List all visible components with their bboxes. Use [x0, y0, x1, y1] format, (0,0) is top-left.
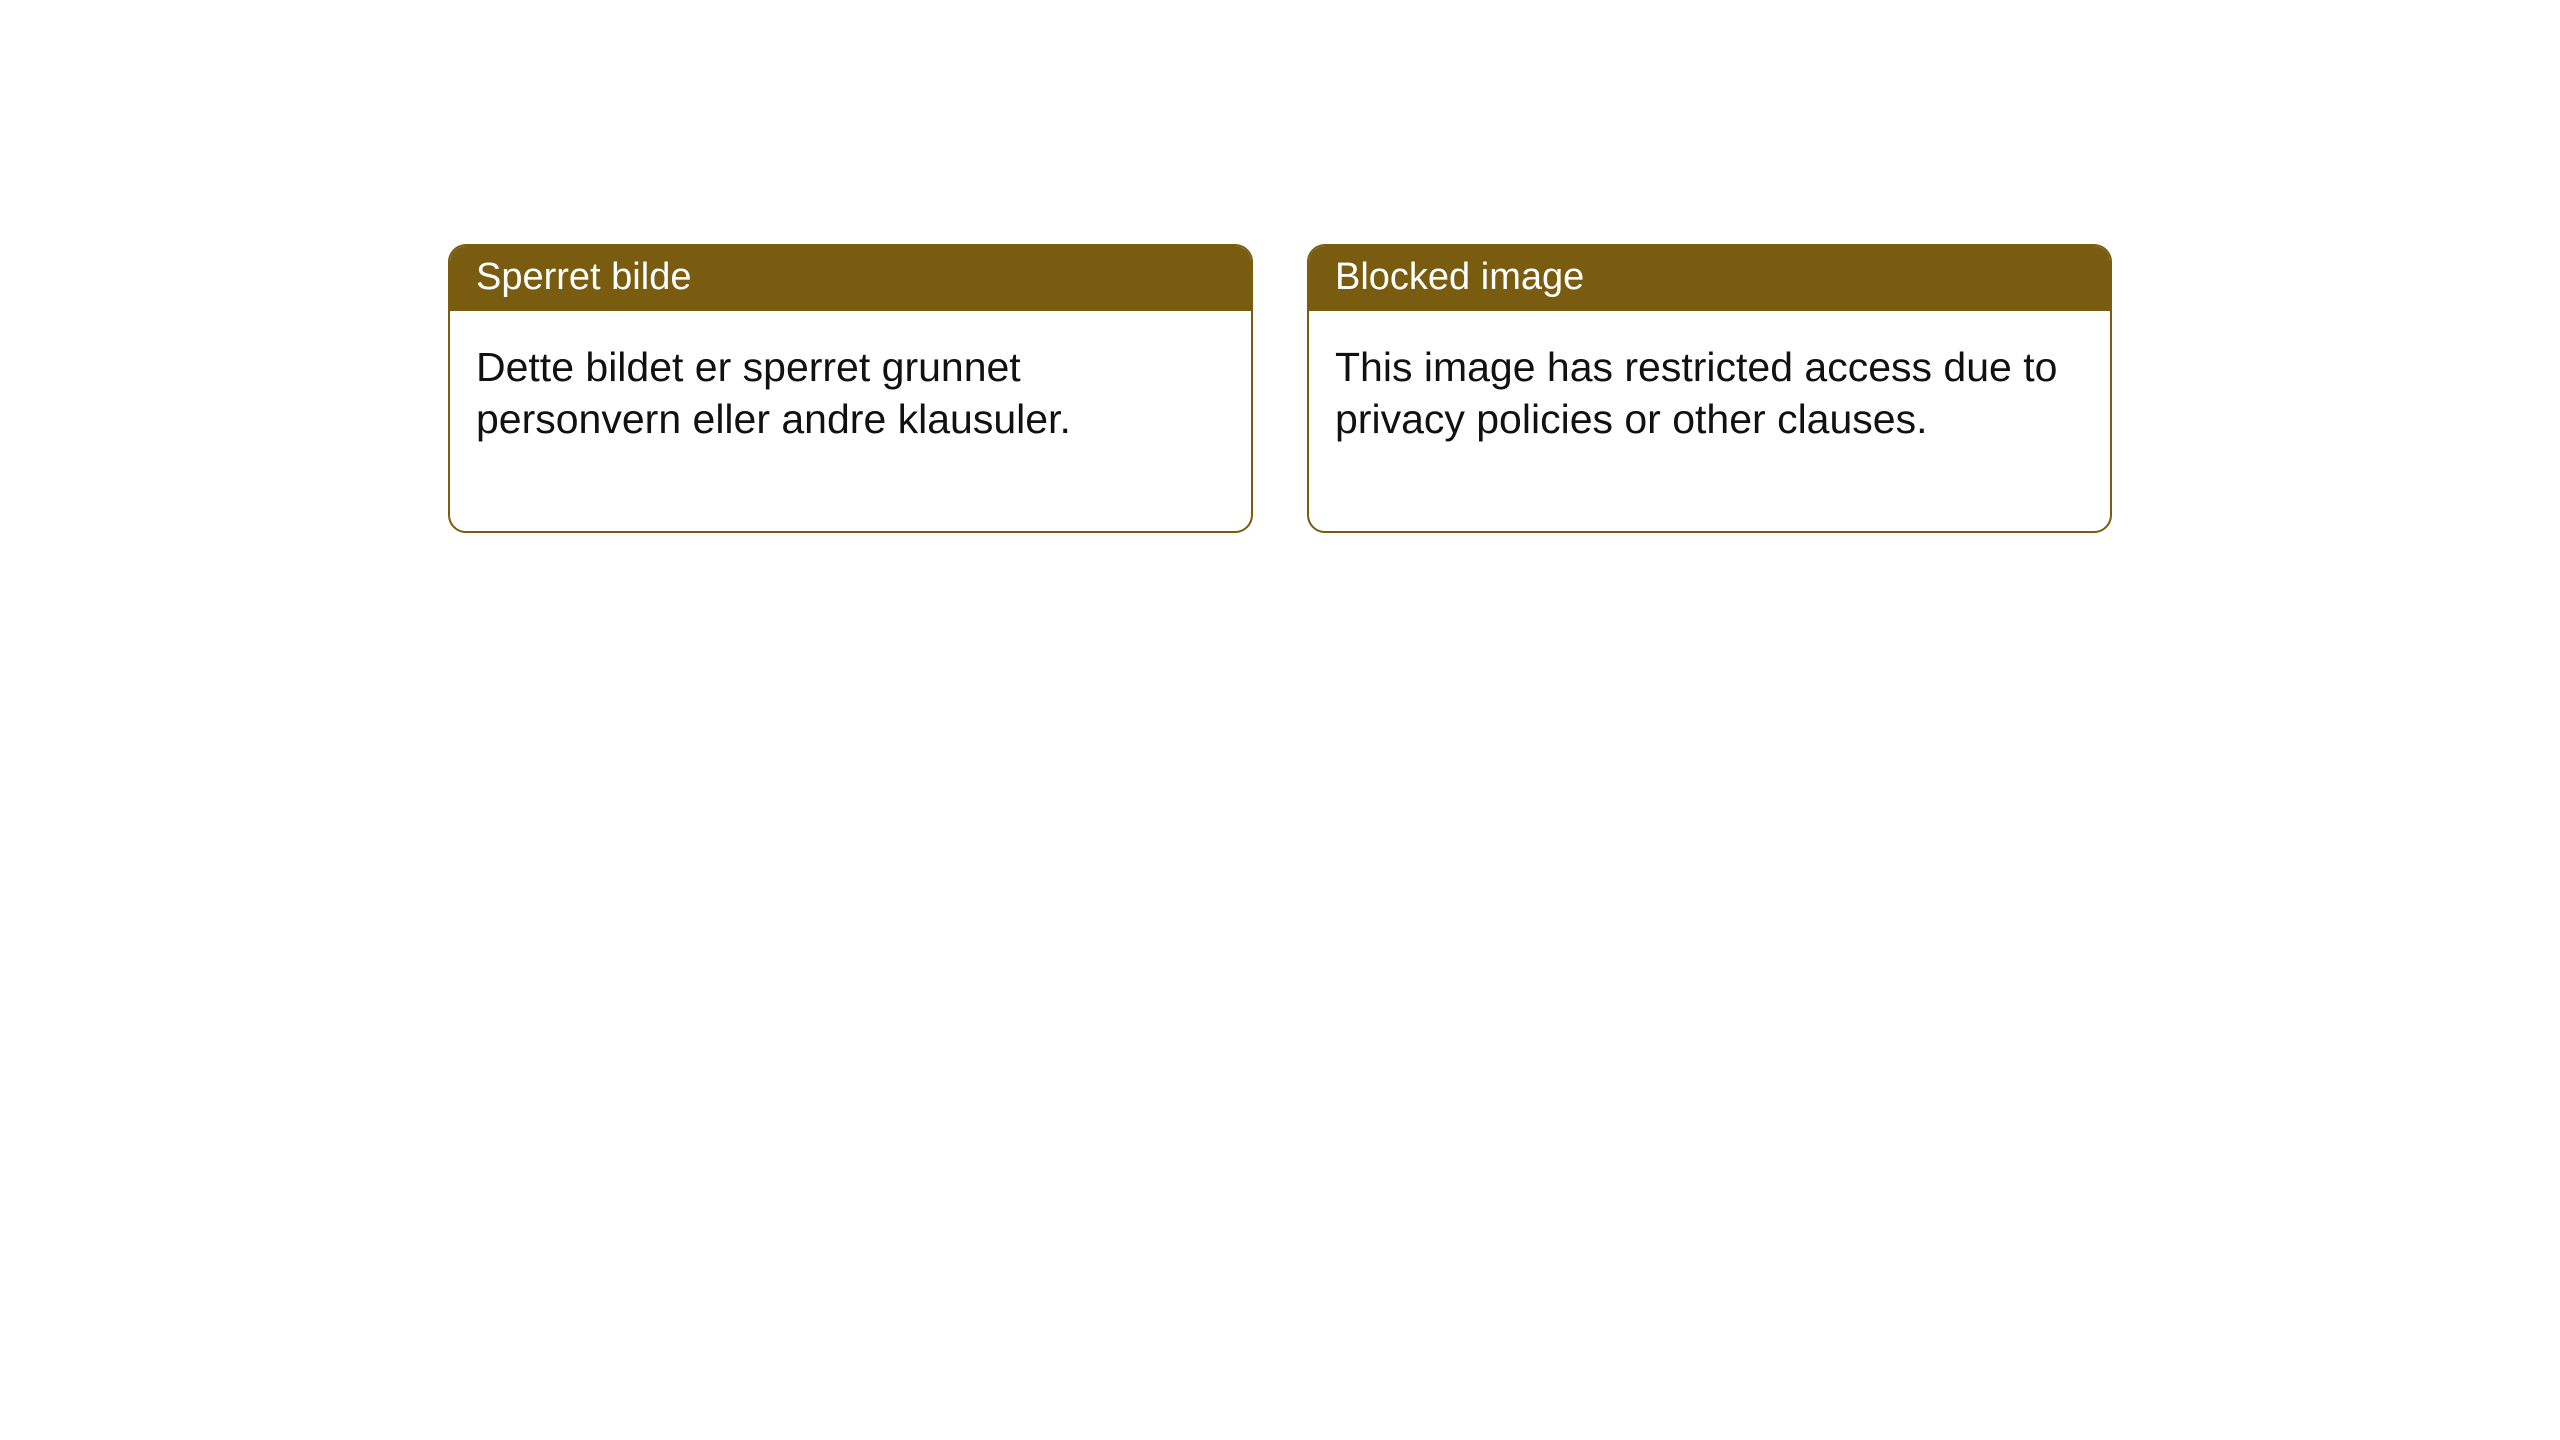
notice-container: Sperret bilde Dette bildet er sperret gr… [448, 244, 2112, 533]
notice-header: Sperret bilde [450, 246, 1251, 311]
notice-box-english: Blocked image This image has restricted … [1307, 244, 2112, 533]
notice-body: This image has restricted access due to … [1309, 311, 2110, 531]
notice-body: Dette bildet er sperret grunnet personve… [450, 311, 1251, 531]
notice-header: Blocked image [1309, 246, 2110, 311]
notice-box-norwegian: Sperret bilde Dette bildet er sperret gr… [448, 244, 1253, 533]
